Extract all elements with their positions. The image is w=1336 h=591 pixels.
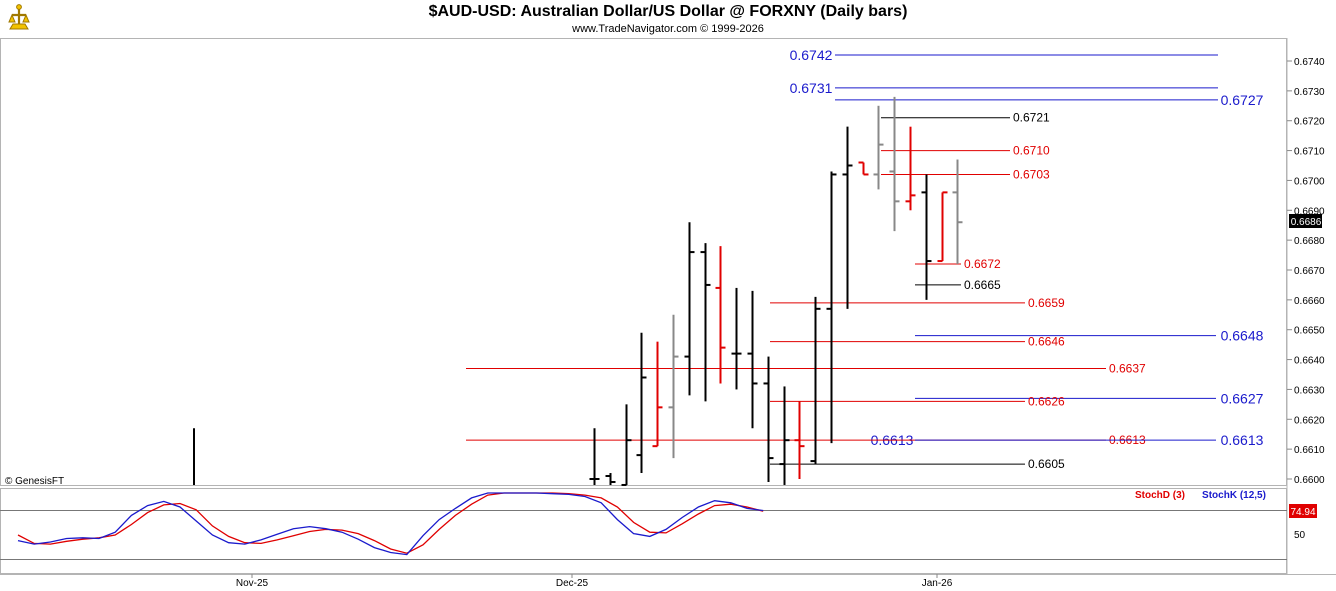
stochd-legend: StochD (3) — [1135, 490, 1185, 501]
level-label: 0.6648 — [1221, 328, 1264, 344]
y-tick-label: 0.6600 — [1294, 475, 1325, 486]
level-label: 0.6727 — [1221, 92, 1264, 108]
chart-header: $AUD-USD: Australian Dollar/US Dollar @ … — [0, 0, 1336, 38]
level-label: 0.6710 — [1013, 144, 1050, 158]
trade-navigator-logo-icon — [4, 3, 34, 33]
stochk-legend: StochK (12,5) — [1202, 490, 1266, 501]
stoch-panel-frame — [0, 488, 1287, 574]
price-panel-frame — [0, 38, 1287, 486]
level-label: 0.6646 — [1028, 335, 1065, 349]
x-tick-label: Dec-25 — [556, 578, 589, 589]
y-tick-label: 0.6710 — [1294, 147, 1325, 158]
level-label: 0.6659 — [1028, 296, 1065, 310]
y-tick-label: 0.6610 — [1294, 445, 1325, 456]
level-label: 0.6665 — [964, 278, 1001, 292]
stoch-tick-50: 50 — [1294, 530, 1306, 541]
level-label: 0.6613 — [1221, 432, 1264, 448]
y-tick-label: 0.6650 — [1294, 326, 1325, 337]
y-tick-label: 0.6620 — [1294, 415, 1325, 426]
level-label: 0.6703 — [1013, 167, 1050, 181]
x-tick-label: Jan-26 — [922, 578, 953, 589]
stoch-series-line-1 — [17, 492, 764, 556]
last-stoch-label: 74.94 — [1290, 507, 1315, 518]
price-levels: 0.6742 0.6731 0.6727 0.6721 0.6710 0.6703 0.66… — [466, 47, 1264, 471]
level-label: 0.6672 — [964, 257, 1001, 271]
y-tick-label: 0.6630 — [1294, 385, 1325, 396]
y-tick-label: 0.6700 — [1294, 176, 1325, 187]
level-label: 0.6721 — [1013, 111, 1050, 125]
y-tick-label: 0.6720 — [1294, 117, 1325, 128]
y-tick-label: 0.6730 — [1294, 87, 1325, 98]
level-label: 0.6626 — [1028, 394, 1065, 408]
chart-subtitle: www.TradeNavigator.com © 1999-2026 — [572, 23, 764, 35]
stoch-lines — [0, 492, 1287, 560]
y-tick-label: 0.6690 — [1294, 206, 1325, 217]
y-tick-label: 0.6640 — [1294, 356, 1325, 367]
price-y-axis: 0.6600 0.6610 0.6620 0.6630 0.6640 0.6650 0.66… — [1287, 57, 1325, 486]
chart-title: $AUD-USD: Australian Dollar/US Dollar @ … — [428, 3, 908, 20]
stoch-series-line-0 — [17, 492, 764, 554]
x-axis: Nov-25 Dec-25 Jan-26 — [236, 574, 953, 589]
last-price-badge — [1289, 214, 1322, 228]
level-label: 0.6731 — [790, 80, 833, 96]
copyright-label: © GenesisFT — [5, 476, 64, 487]
y-tick-label: 0.6740 — [1294, 57, 1325, 68]
y-tick-label: 0.6660 — [1294, 296, 1325, 307]
level-label: 0.6637 — [1109, 362, 1146, 376]
level-label: 0.6742 — [790, 47, 833, 63]
ohlc-bars — [193, 96, 963, 486]
last-stoch-badge — [1289, 504, 1317, 518]
level-label: 0.6627 — [1221, 390, 1264, 406]
x-tick-label: Nov-25 — [236, 578, 269, 589]
level-label: 0.6605 — [1028, 457, 1065, 471]
y-tick-label: 0.6680 — [1294, 236, 1325, 247]
last-price-label: 0.6686 — [1291, 217, 1322, 228]
y-tick-label: 0.6670 — [1294, 266, 1325, 277]
